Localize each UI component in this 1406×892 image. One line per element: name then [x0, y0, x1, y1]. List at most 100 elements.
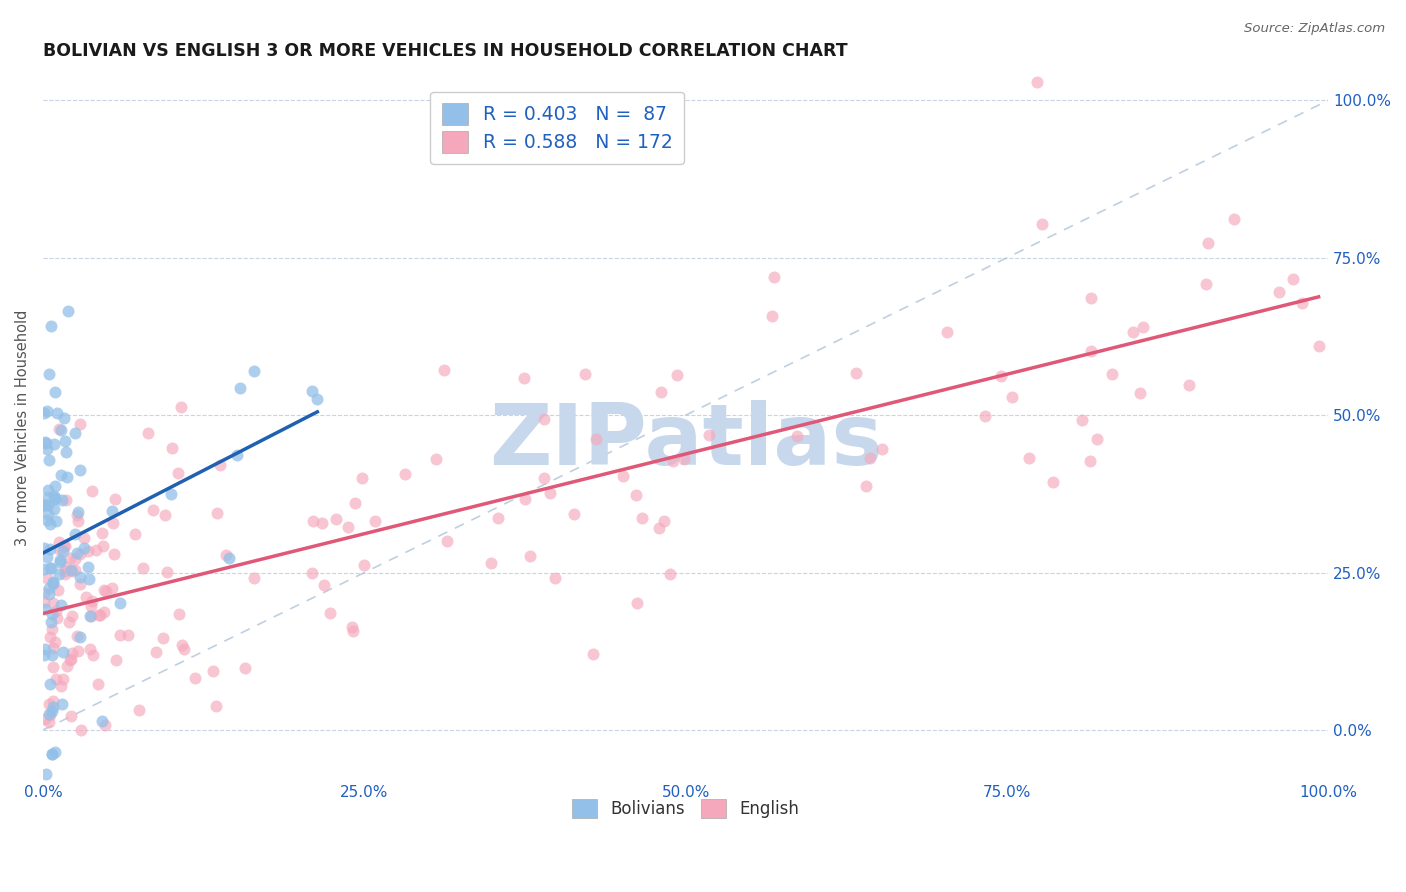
Point [42, 502, 65, 516]
Point [41, 660, 63, 674]
Point [307, 392, 329, 406]
Point [432, 363, 454, 377]
Point [352, 471, 374, 485]
Point [202, 664, 225, 678]
Point [39, 615, 62, 629]
Point [1129, 385, 1152, 400]
Point [243, 364, 266, 378]
Point [38, 715, 60, 730]
Point [42, 436, 65, 450]
Point [39, 517, 62, 532]
Point [52, 672, 75, 686]
Point [973, 409, 995, 423]
Text: BOLIVIAN VS ENGLISH 3 OR MORE VEHICLES IN HOUSEHOLD CORRELATION CHART: BOLIVIAN VS ENGLISH 3 OR MORE VEHICLES I… [44, 42, 848, 60]
Point [42, 489, 65, 503]
Point [44, 635, 66, 649]
Point [45, 610, 67, 624]
Point [1308, 339, 1330, 353]
Point [301, 566, 323, 580]
Point [233, 661, 256, 675]
Point [672, 452, 695, 467]
Point [228, 381, 250, 395]
Point [41, 561, 63, 575]
Point [60, 652, 83, 666]
Point [1178, 378, 1201, 392]
Point [55, 470, 77, 484]
Point [160, 487, 183, 501]
Point [218, 550, 240, 565]
Point [859, 450, 882, 465]
Point [436, 533, 458, 548]
Point [69, 569, 91, 583]
Point [39, 677, 62, 691]
Point [486, 510, 509, 524]
Point [66, 546, 89, 560]
Point [69, 463, 91, 477]
Point [53, 434, 76, 448]
Point [108, 596, 131, 610]
Point [1282, 272, 1305, 286]
Point [870, 442, 893, 457]
Point [697, 428, 720, 442]
Point [38, 706, 60, 721]
Point [41, 747, 63, 761]
Point [49, 468, 72, 483]
Point [225, 448, 247, 462]
Point [65, 551, 87, 566]
Point [336, 520, 359, 534]
Point [59, 653, 82, 667]
Point [39, 561, 62, 575]
Point [38, 541, 60, 556]
Point [82, 648, 104, 662]
Point [1222, 211, 1244, 226]
Point [34, 641, 56, 656]
Point [89, 608, 111, 623]
Point [103, 492, 125, 507]
Point [170, 638, 193, 652]
Point [73, 531, 96, 545]
Point [301, 384, 323, 399]
Point [1031, 217, 1053, 231]
Point [169, 400, 191, 414]
Point [105, 653, 128, 667]
Point [39, 630, 62, 644]
Point [312, 577, 335, 591]
Point [1122, 325, 1144, 339]
Point [41, 648, 63, 662]
Point [38, 453, 60, 467]
Point [533, 411, 555, 425]
Point [1268, 285, 1291, 299]
Point [173, 642, 195, 657]
Point [37, 571, 59, 585]
Point [35, 767, 58, 781]
Point [132, 561, 155, 575]
Point [53, 539, 76, 553]
Point [62, 646, 84, 660]
Point [538, 486, 561, 500]
Point [117, 628, 139, 642]
Point [32, 562, 55, 576]
Point [1001, 391, 1024, 405]
Point [93, 582, 115, 597]
Point [69, 576, 91, 591]
Point [167, 607, 190, 621]
Point [55, 493, 77, 508]
Point [662, 453, 685, 467]
Point [49, 542, 72, 557]
Point [1132, 320, 1154, 334]
Point [786, 429, 808, 443]
Point [65, 526, 87, 541]
Point [585, 432, 607, 446]
Point [45, 604, 67, 618]
Point [650, 385, 672, 400]
Point [49, 679, 72, 693]
Point [69, 547, 91, 561]
Point [59, 550, 82, 565]
Point [35, 404, 58, 418]
Point [67, 505, 90, 519]
Point [73, 541, 96, 556]
Point [91, 714, 114, 729]
Point [66, 514, 89, 528]
Point [1025, 75, 1047, 89]
Point [58, 304, 80, 318]
